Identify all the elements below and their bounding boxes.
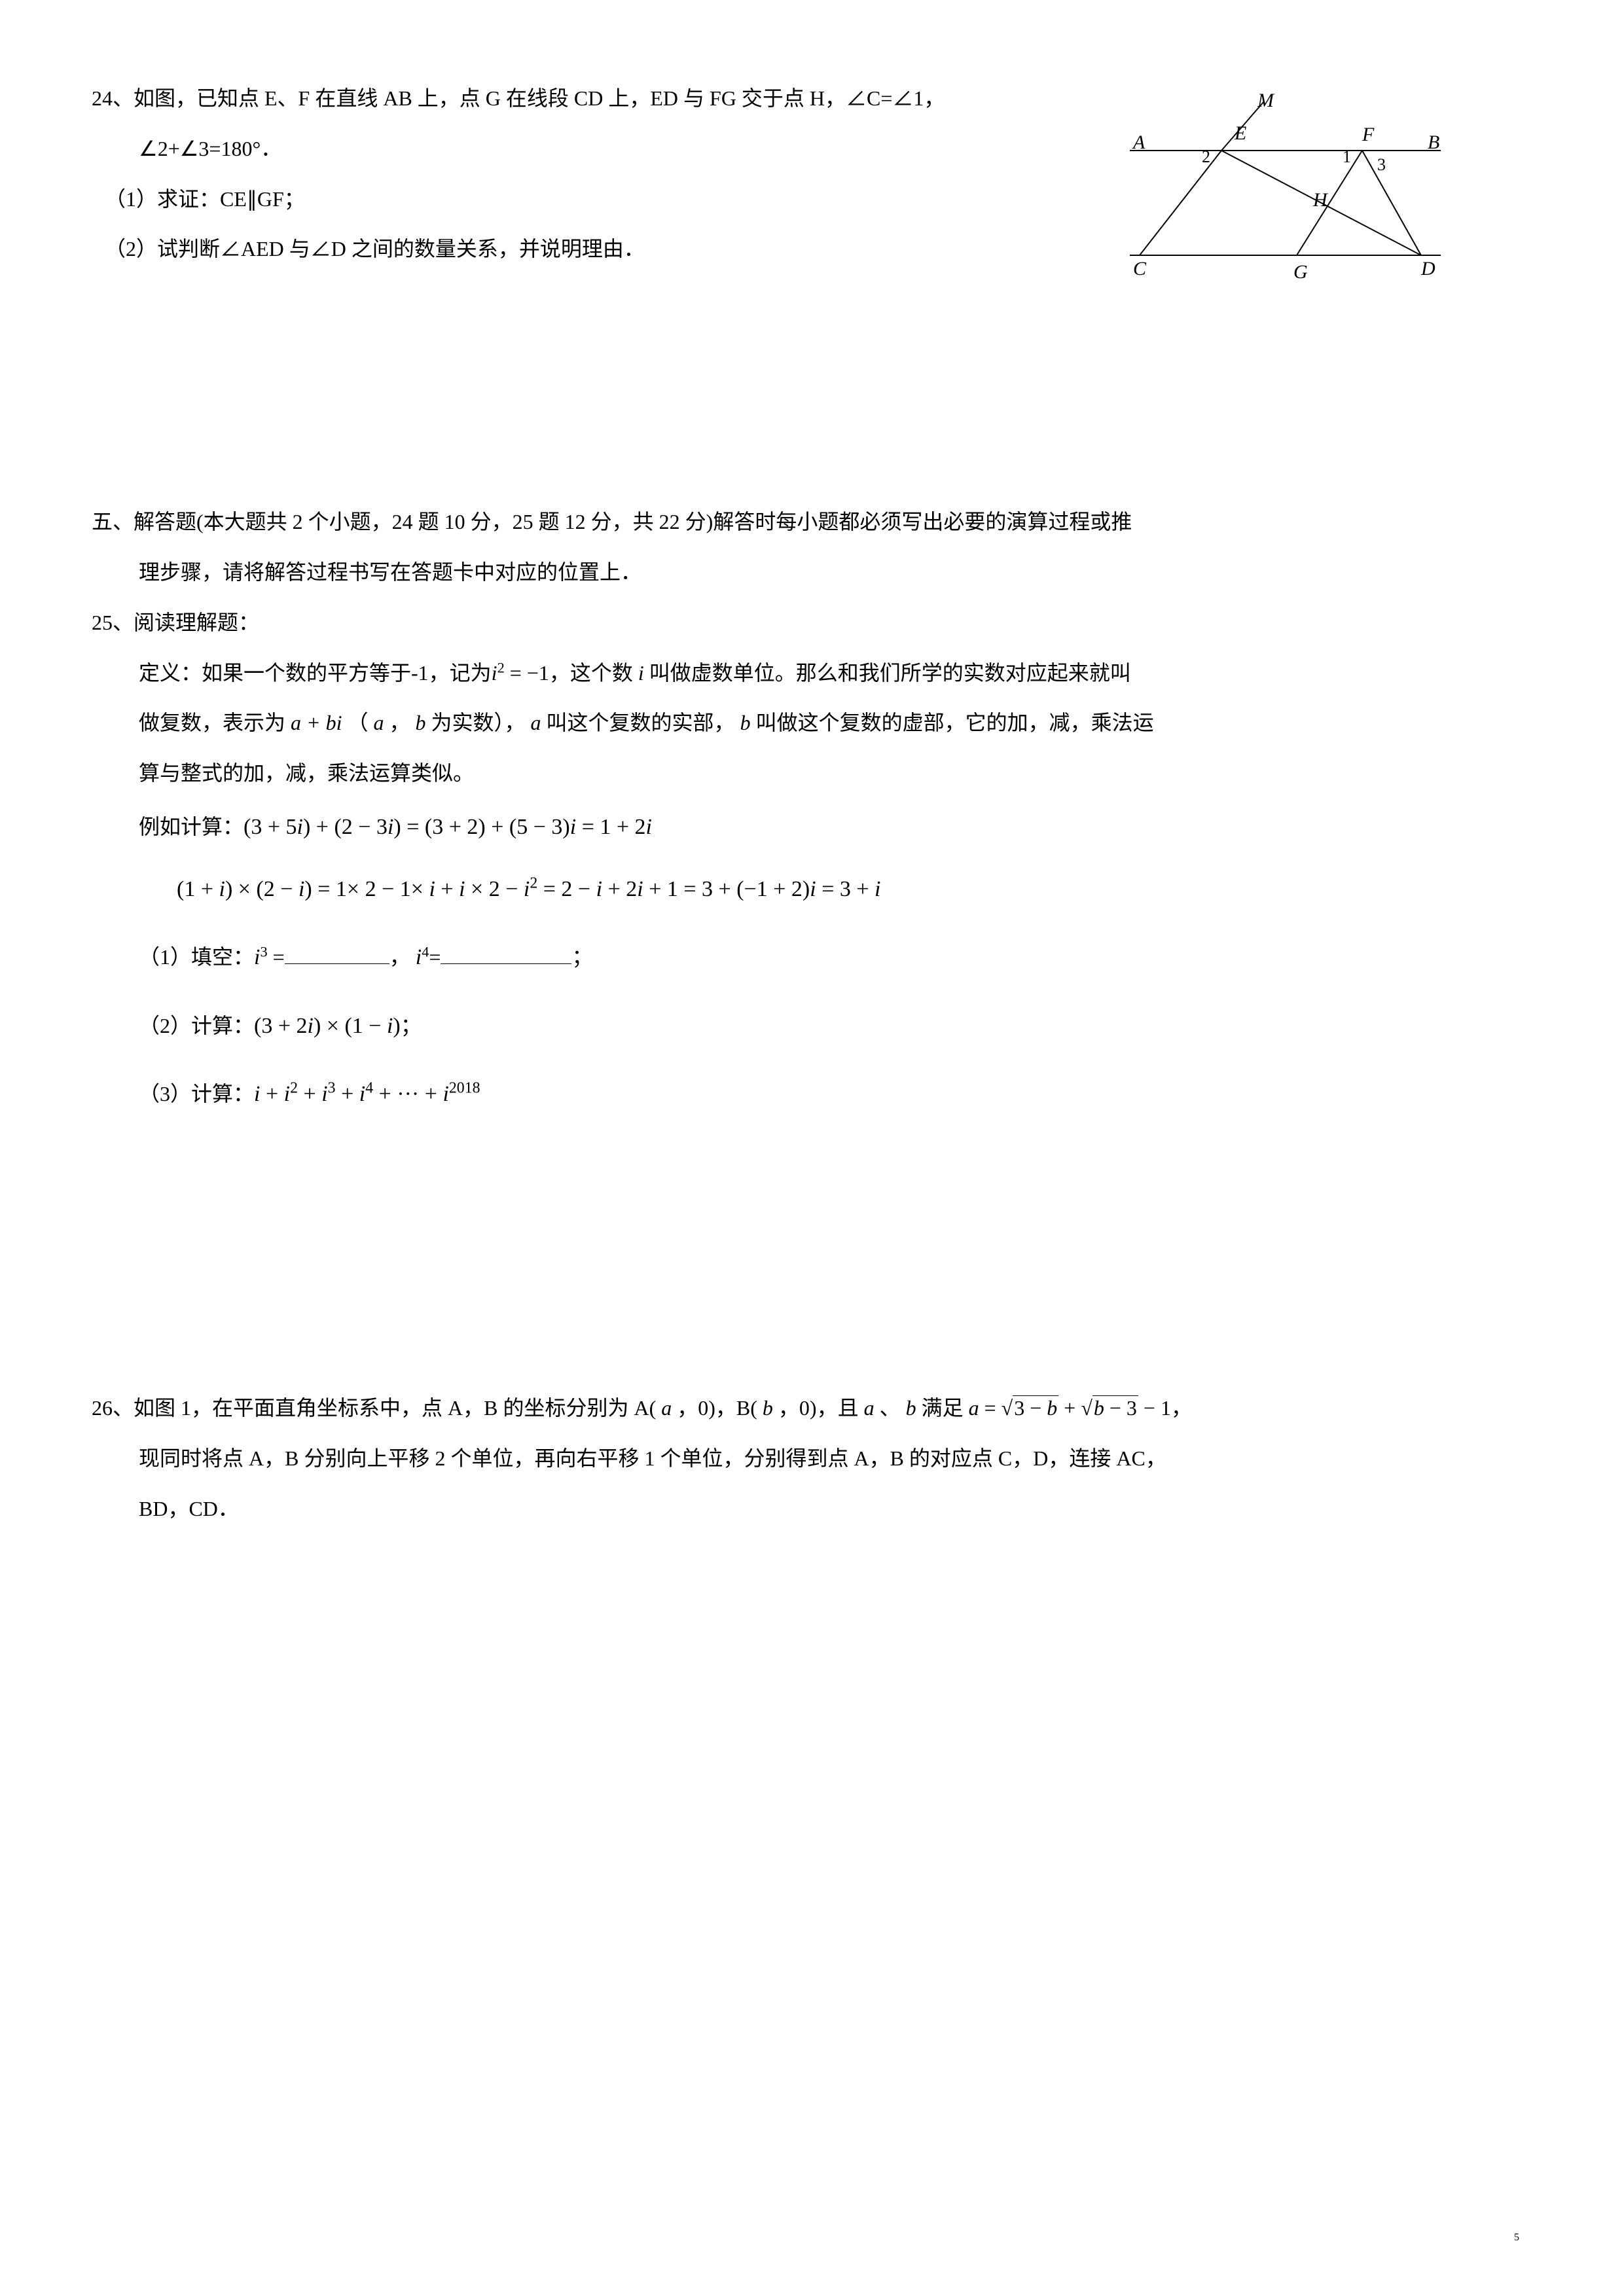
page-number: 5 (1514, 2232, 1519, 2244)
section5-header: 五、解答题(本大题共 2 个小题，24 题 10 分，25 题 12 分，共 2… (92, 502, 1532, 542)
label-2: 2 (1202, 147, 1210, 166)
q24-figure: M A E F B C G D H 1 2 3 (1100, 88, 1467, 290)
q25-def1: 定义：如果一个数的平方等于-1，记为i2 = −1，这个数 i 叫做虚数单位。那… (92, 653, 1532, 693)
label-C: C (1133, 258, 1147, 279)
label-F: F (1362, 124, 1375, 145)
sqrt-1: 3 − b (1001, 1388, 1059, 1428)
q26-header: 26、如图 1，在平面直角坐标系中，点 A，B 的坐标分别为 A( a ，0)，… (92, 1388, 1532, 1428)
label-B: B (1428, 132, 1439, 153)
q25-ex2: (1 + i) × (2 − i) = 1× 2 − 1× i + i × 2 … (92, 869, 1532, 911)
q25-p1: （1）填空：i3 =， i4=； (92, 937, 1532, 979)
q25-p2: （2）计算：(3 + 2i) × (1 − i)； (92, 1005, 1532, 1048)
q26-line3: BD，CD． (92, 1489, 1532, 1529)
q25-def3: 算与整式的加，减，乘法运算类似。 (92, 753, 1532, 793)
q24-header-text: 24、如图，已知点 E、F 在直线 AB 上，点 G 在线段 CD 上，ED 与… (92, 86, 945, 110)
sqrt-2: b − 3 (1081, 1388, 1138, 1428)
i-squared: i (492, 661, 497, 685)
label-E: E (1234, 122, 1246, 144)
blank-1[interactable] (285, 943, 389, 964)
label-3: 3 (1377, 155, 1386, 174)
blank-2[interactable] (441, 943, 571, 964)
q25-p3: （3）计算：i + i2 + i3 + i4 + ··· + i2018 (92, 1073, 1532, 1116)
q25-def2: 做复数，表示为 a + bi （ a ， b 为实数）， a 叫这个复数的实部，… (92, 703, 1532, 743)
section5-header2: 理步骤，请将解答过程书写在答题卡中对应的位置上． (92, 552, 1532, 592)
label-G: G (1293, 261, 1308, 283)
label-H: H (1312, 189, 1329, 211)
label-D: D (1420, 258, 1435, 279)
label-A: A (1132, 132, 1146, 153)
q26-line2: 现同时将点 A，B 分别向上平移 2 个单位，再向右平移 1 个单位，分别得到点… (92, 1439, 1532, 1479)
label-1: 1 (1343, 147, 1351, 166)
label-M: M (1257, 90, 1275, 111)
q25-example: 例如计算：(3 + 5i) + (2 − 3i) = (3 + 2) + (5 … (92, 806, 1532, 849)
q24-figure-svg: M A E F B C G D H 1 2 3 (1100, 88, 1467, 285)
q25-header: 25、阅读理解题： (92, 603, 1532, 643)
